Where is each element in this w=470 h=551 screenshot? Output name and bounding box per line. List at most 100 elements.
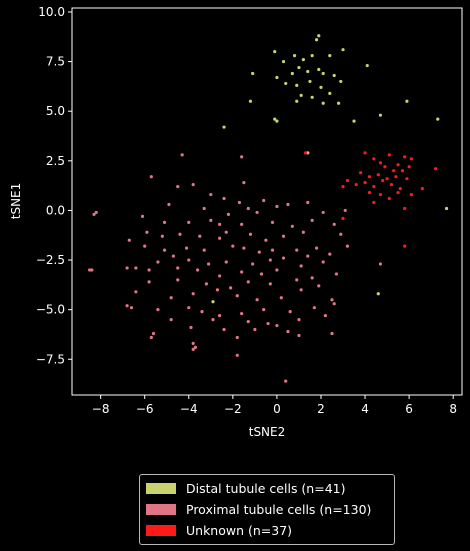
x-tick-label: 0 <box>273 402 281 416</box>
data-point-proximal <box>143 244 147 248</box>
data-point-distal <box>284 81 288 86</box>
data-point-proximal <box>332 222 336 226</box>
data-point-proximal <box>215 288 220 292</box>
data-point-proximal <box>306 254 310 258</box>
data-point-proximal <box>339 232 343 236</box>
data-point-distal <box>308 79 312 84</box>
data-point-distal <box>321 71 325 76</box>
data-point-proximal <box>310 276 314 280</box>
legend-item-unknown: Unknown (n=37) <box>146 521 292 539</box>
data-point-proximal <box>176 266 180 270</box>
y-tick-label: −5.0 <box>36 303 65 317</box>
data-point-proximal <box>184 246 189 250</box>
data-point-proximal <box>275 323 279 328</box>
legend: Distal tubule cells (n=41) Proximal tubu… <box>139 474 395 545</box>
data-point-proximal <box>191 183 195 187</box>
data-point-proximal <box>268 282 272 286</box>
y-tick-label: 10.0 <box>38 5 65 19</box>
data-point-proximal <box>218 236 222 240</box>
data-point-unknown <box>367 190 372 195</box>
data-point-distal <box>341 48 345 52</box>
data-point-unknown <box>372 185 376 189</box>
data-point-distal <box>275 75 279 80</box>
data-point-proximal <box>321 210 325 215</box>
data-point-proximal <box>224 230 228 234</box>
data-point-proximal <box>90 268 94 272</box>
data-point-proximal <box>275 204 279 209</box>
data-point-proximal <box>279 296 283 300</box>
data-point-proximal <box>295 278 299 282</box>
data-point-proximal <box>127 238 131 242</box>
data-point-proximal <box>222 327 226 332</box>
data-point-proximal <box>191 292 195 296</box>
data-point-proximal <box>129 306 134 310</box>
data-point-proximal <box>149 175 153 179</box>
data-point-distal <box>292 54 297 58</box>
legend-item-proximal: Proximal tubule cells (n=130) <box>146 500 371 518</box>
data-point-proximal <box>222 196 226 201</box>
legend-swatch-distal <box>146 482 176 494</box>
data-point-distal <box>290 71 294 76</box>
data-point-unknown <box>396 190 400 195</box>
x-tick-label: −4 <box>180 402 198 416</box>
data-point-proximal <box>330 331 334 336</box>
data-point-proximal <box>240 270 244 274</box>
data-point-proximal <box>200 310 204 314</box>
data-point-proximal <box>378 262 383 266</box>
data-point-proximal <box>187 258 191 262</box>
data-point-proximal <box>332 302 336 306</box>
data-point-unknown <box>378 161 383 165</box>
data-point-proximal <box>169 317 173 322</box>
data-point-distal <box>251 71 255 76</box>
data-point-proximal <box>202 206 206 211</box>
data-point-proximal <box>246 280 250 284</box>
legend-label-unknown: Unknown (n=37) <box>186 522 293 538</box>
data-point-proximal <box>231 244 235 248</box>
data-point-proximal <box>255 298 259 302</box>
data-point-proximal <box>262 308 266 312</box>
data-point-proximal <box>171 254 175 258</box>
data-point-distal <box>436 117 440 121</box>
data-point-unknown <box>367 175 372 179</box>
data-point-unknown <box>403 206 407 211</box>
data-point-distal <box>301 58 305 62</box>
data-point-proximal <box>162 220 167 224</box>
x-tick-label: 2 <box>317 402 325 416</box>
data-point-distal <box>317 34 321 38</box>
data-point-distal <box>295 99 299 103</box>
data-point-proximal <box>299 264 303 268</box>
series-unknown <box>303 151 438 248</box>
data-point-proximal <box>281 234 286 238</box>
data-point-distal <box>295 83 299 87</box>
data-point-unknown <box>389 183 394 187</box>
data-point-proximal <box>262 198 266 203</box>
plot-area <box>71 7 463 396</box>
data-point-proximal <box>229 286 233 290</box>
data-point-proximal <box>167 202 171 207</box>
data-point-distal <box>352 119 356 123</box>
data-point-proximal <box>334 272 339 276</box>
y-tick-label: 7.5 <box>46 55 65 69</box>
y-tick-label: 2.5 <box>46 154 65 168</box>
data-point-unknown <box>403 244 407 248</box>
data-point-unknown <box>363 181 367 185</box>
data-point-unknown <box>433 167 438 171</box>
data-point-distal <box>306 151 310 155</box>
data-point-unknown <box>345 179 350 183</box>
data-point-proximal <box>147 268 151 272</box>
data-point-distal <box>319 85 323 89</box>
data-point-proximal <box>125 266 129 270</box>
legend-swatch-proximal <box>146 503 176 515</box>
data-point-proximal <box>281 256 286 260</box>
data-point-proximal <box>145 230 149 234</box>
data-point-proximal <box>328 252 332 256</box>
data-point-proximal <box>240 312 244 316</box>
data-point-proximal <box>248 232 253 236</box>
data-point-proximal <box>264 238 268 242</box>
data-point-proximal <box>156 260 160 264</box>
data-point-unknown <box>420 187 424 191</box>
data-point-proximal <box>257 250 261 254</box>
data-point-proximal <box>295 248 299 252</box>
data-point-unknown <box>341 216 345 220</box>
